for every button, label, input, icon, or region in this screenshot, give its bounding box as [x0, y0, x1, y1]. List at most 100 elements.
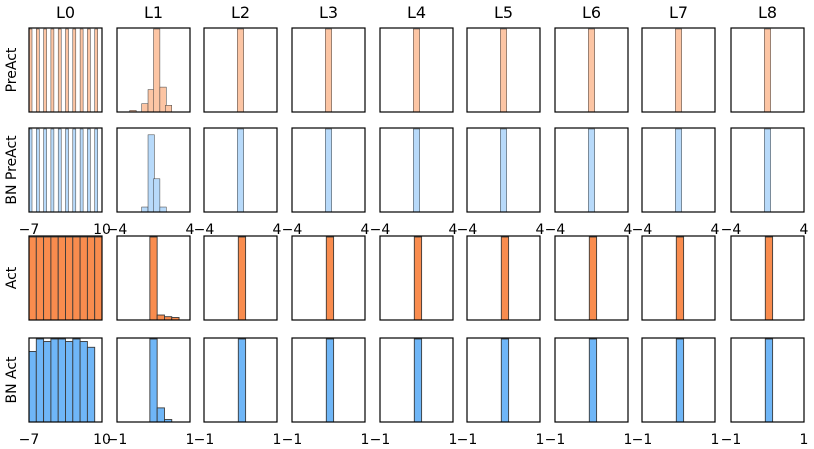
- histogram-panel: [641, 27, 716, 113]
- histogram-bar: [500, 338, 510, 423]
- histogram-bar: [237, 128, 244, 213]
- histogram-panel: [554, 27, 629, 113]
- x-tick-label: −1: [282, 432, 303, 448]
- axes-frame: [641, 337, 716, 423]
- axes-frame: [291, 127, 366, 213]
- histogram-panel: [641, 235, 716, 321]
- histogram-panel: [116, 27, 191, 113]
- x-tick-label: 1: [536, 432, 545, 448]
- x-tick-label: 1: [186, 432, 195, 448]
- histogram-bar: [86, 236, 96, 321]
- x-tick-label: −4: [370, 222, 391, 238]
- x-tick-label: 1: [449, 432, 458, 448]
- histogram-bar: [153, 28, 161, 113]
- axes-frame: [116, 337, 191, 423]
- x-tick-label: 1: [361, 432, 370, 448]
- axes-frame: [203, 127, 278, 213]
- histogram-bar: [72, 338, 81, 423]
- histogram-bar: [57, 128, 62, 213]
- histogram-bar: [65, 236, 74, 321]
- histogram-panel: −1 1: [632, 337, 719, 448]
- x-tick-label: 1: [624, 432, 633, 448]
- histogram-bar: [141, 103, 149, 113]
- histogram-bar: [79, 128, 84, 213]
- axes-frame: [291, 235, 366, 321]
- histogram-panel: [203, 235, 278, 321]
- histogram-panel: [28, 235, 103, 321]
- histogram-bar: [237, 28, 244, 113]
- x-tick-label: 4: [536, 222, 545, 238]
- histogram-bar: [588, 128, 595, 213]
- histogram-bar: [57, 28, 62, 113]
- histogram-bar: [588, 236, 598, 321]
- histogram-bar: [413, 338, 423, 423]
- row-label: PreAct: [4, 47, 20, 92]
- histogram-bar: [149, 338, 158, 423]
- x-tick-label: 4: [273, 222, 282, 238]
- histogram-bar: [50, 28, 55, 113]
- column-title-l0: L0: [56, 3, 75, 22]
- x-tick-label: −1: [194, 432, 215, 448]
- histogram-bar: [79, 236, 88, 321]
- axes-frame: [291, 27, 366, 113]
- histogram-bar: [94, 28, 98, 113]
- x-tick-label: −7: [19, 222, 40, 238]
- axes-frame: [291, 337, 366, 423]
- histogram-panel: −4 4: [107, 127, 195, 238]
- histogram-panel: [28, 27, 103, 113]
- row-label: BN Act: [4, 356, 20, 404]
- histogram-bar: [50, 338, 59, 423]
- histogram-bar: [35, 338, 45, 423]
- axes-frame: [466, 27, 541, 113]
- axes-frame: [203, 337, 278, 423]
- histogram-panel: −4 4: [194, 127, 282, 238]
- column-title-l5: L5: [494, 3, 513, 22]
- x-tick-label: 4: [186, 222, 195, 238]
- column-title-l8: L8: [758, 3, 777, 22]
- x-tick-label: −7: [19, 432, 40, 448]
- axes-frame: [28, 235, 103, 321]
- histogram-panel: −4 4: [370, 127, 458, 238]
- x-tick-label: −4: [632, 222, 653, 238]
- histogram-bar: [153, 178, 161, 213]
- axes-frame: [28, 27, 103, 113]
- column-title-l4: L4: [407, 3, 426, 22]
- histogram-panel: −1 1: [194, 337, 281, 448]
- histogram-panel: [379, 235, 454, 321]
- histogram-bar: [764, 338, 774, 423]
- histogram-bar: [500, 128, 507, 213]
- histogram-bar: [50, 128, 55, 213]
- axes-frame: [116, 235, 191, 321]
- histogram-panel: −1 1: [545, 337, 633, 448]
- histogram-bar: [675, 28, 682, 113]
- histogram-panel: [379, 27, 454, 113]
- axes-frame: [641, 235, 716, 321]
- axes-frame: [466, 235, 541, 321]
- x-tick-label: −4: [107, 222, 128, 238]
- histogram-bar: [36, 28, 40, 113]
- histogram-panel: −4 4: [282, 127, 370, 238]
- x-tick-label: −4: [194, 222, 215, 238]
- histogram-bar: [57, 236, 66, 321]
- histogram-bar: [141, 206, 149, 213]
- histogram-panel: −1 1: [107, 337, 195, 448]
- x-tick-label: −1: [107, 432, 128, 448]
- histogram-panel: −1 1: [282, 337, 370, 448]
- x-tick-label: 1: [800, 432, 809, 448]
- x-tick-label: −1: [632, 432, 653, 448]
- histogram-panel: −4 4: [721, 127, 809, 238]
- histogram-bar: [72, 28, 77, 113]
- histogram-bar: [237, 236, 247, 321]
- x-tick-label: 4: [449, 222, 458, 238]
- histogram-panel: [116, 235, 191, 321]
- histogram-bar: [588, 338, 598, 423]
- axes-frame: [379, 235, 454, 321]
- histogram-bar: [86, 346, 96, 423]
- histogram-bar: [72, 128, 77, 213]
- row-label: BN PreAct: [4, 135, 20, 205]
- histogram-bar: [165, 105, 173, 113]
- x-tick-label: 4: [361, 222, 370, 238]
- histogram-panel: −1 1: [721, 337, 809, 448]
- histogram-bar: [28, 351, 37, 423]
